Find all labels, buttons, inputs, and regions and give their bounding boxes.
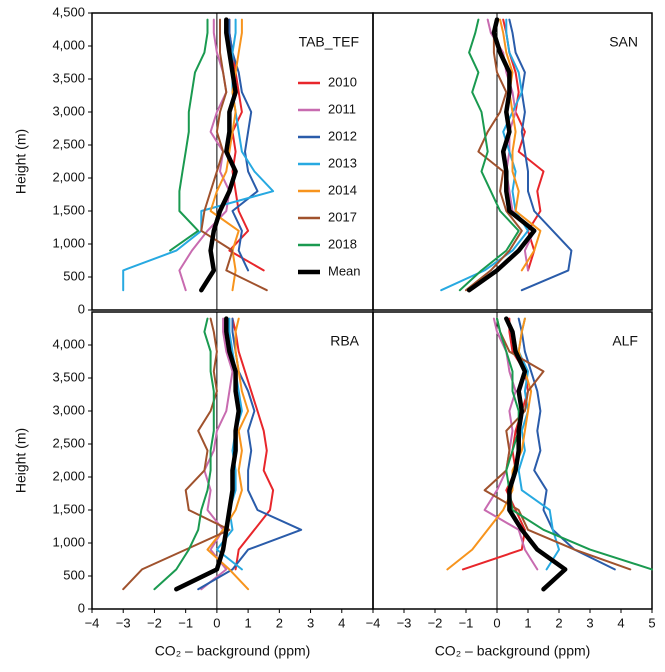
y-tick-label: 500 <box>63 268 85 283</box>
legend-label: 2011 <box>328 101 356 116</box>
legend-label: 2010 <box>328 74 357 89</box>
y-tick-label: 2,500 <box>52 136 85 151</box>
series-line <box>200 317 234 591</box>
x-tick-label: −3 <box>397 615 412 630</box>
series-line <box>496 317 653 571</box>
series-line <box>458 18 520 292</box>
y-tick-label: 0 <box>78 301 85 316</box>
y-tick-label: 3,500 <box>52 70 85 85</box>
x-tick-label: 0 <box>213 615 220 630</box>
y-tick-label: 3,000 <box>52 402 85 417</box>
legend-label: Mean <box>328 263 361 278</box>
panel-title: SAN <box>609 34 638 50</box>
legend-label: 2013 <box>328 155 357 170</box>
series-line <box>153 317 215 591</box>
x-tick-label: 5 <box>648 615 655 630</box>
y-axis-label: Height (m) <box>13 428 29 493</box>
x-tick-label: −3 <box>116 615 131 630</box>
legend-label: 2017 <box>328 209 357 224</box>
series-line <box>483 317 539 571</box>
x-tick-label: 1 <box>524 615 531 630</box>
x-tick-label: 4 <box>338 615 345 630</box>
y-axis-label: Height (m) <box>13 129 29 194</box>
x-tick-label: 0 <box>493 615 500 630</box>
series-line <box>508 18 573 292</box>
y-tick-label: 0 <box>78 600 85 615</box>
x-tick-label: 3 <box>586 615 593 630</box>
x-tick-label: −4 <box>85 615 100 630</box>
series-line <box>169 18 209 252</box>
series-line <box>517 317 616 571</box>
mean-line <box>199 17 238 293</box>
panel-frame <box>372 311 653 610</box>
series-line <box>499 18 542 272</box>
y-tick-label: 3,500 <box>52 369 85 384</box>
series-line <box>209 18 243 292</box>
y-tick-label: 1,000 <box>52 235 85 250</box>
series-line <box>122 317 231 591</box>
x-tick-label: −2 <box>428 615 443 630</box>
mean-line <box>466 17 537 293</box>
series-line <box>465 18 523 292</box>
y-tick-label: 1,000 <box>52 534 85 549</box>
series-line <box>231 317 275 571</box>
series-line <box>200 18 268 292</box>
series-line <box>197 317 303 591</box>
x-tick-label: −2 <box>147 615 162 630</box>
y-tick-label: 4,000 <box>52 336 85 351</box>
series-line <box>446 317 533 571</box>
panel-frame <box>372 12 653 311</box>
mean-line <box>504 316 568 592</box>
legend-label: 2012 <box>328 128 357 143</box>
y-tick-label: 2,000 <box>52 468 85 483</box>
x-axis-label: CO₂ – background (ppm) <box>155 643 311 659</box>
legend-label: 2014 <box>328 182 357 197</box>
y-tick-label: 500 <box>63 567 85 582</box>
panel-title: RBA <box>330 333 359 349</box>
y-tick-label: 4,500 <box>52 4 85 19</box>
x-tick-label: 3 <box>307 615 314 630</box>
y-tick-label: 2,000 <box>52 169 85 184</box>
mean-line <box>174 316 241 592</box>
y-tick-label: 1,500 <box>52 501 85 516</box>
x-tick-label: −1 <box>178 615 193 630</box>
x-tick-label: −4 <box>366 615 381 630</box>
x-tick-label: 1 <box>244 615 251 630</box>
legend-label: 2018 <box>328 236 357 251</box>
y-tick-label: 3,000 <box>52 103 85 118</box>
x-tick-label: 2 <box>555 615 562 630</box>
series-line <box>122 18 275 292</box>
series-line <box>440 18 529 292</box>
x-tick-label: −1 <box>459 615 474 630</box>
y-tick-label: 4,000 <box>52 37 85 52</box>
y-tick-label: 2,500 <box>52 435 85 450</box>
series-line <box>206 317 250 591</box>
x-tick-label: 2 <box>276 615 283 630</box>
panel-title: TAB_TEF <box>299 34 359 50</box>
panel-title: ALF <box>612 333 638 349</box>
x-tick-label: 4 <box>617 615 624 630</box>
x-axis-label: CO₂ – background (ppm) <box>435 643 591 659</box>
series-line <box>228 18 259 272</box>
y-tick-label: 1,500 <box>52 202 85 217</box>
